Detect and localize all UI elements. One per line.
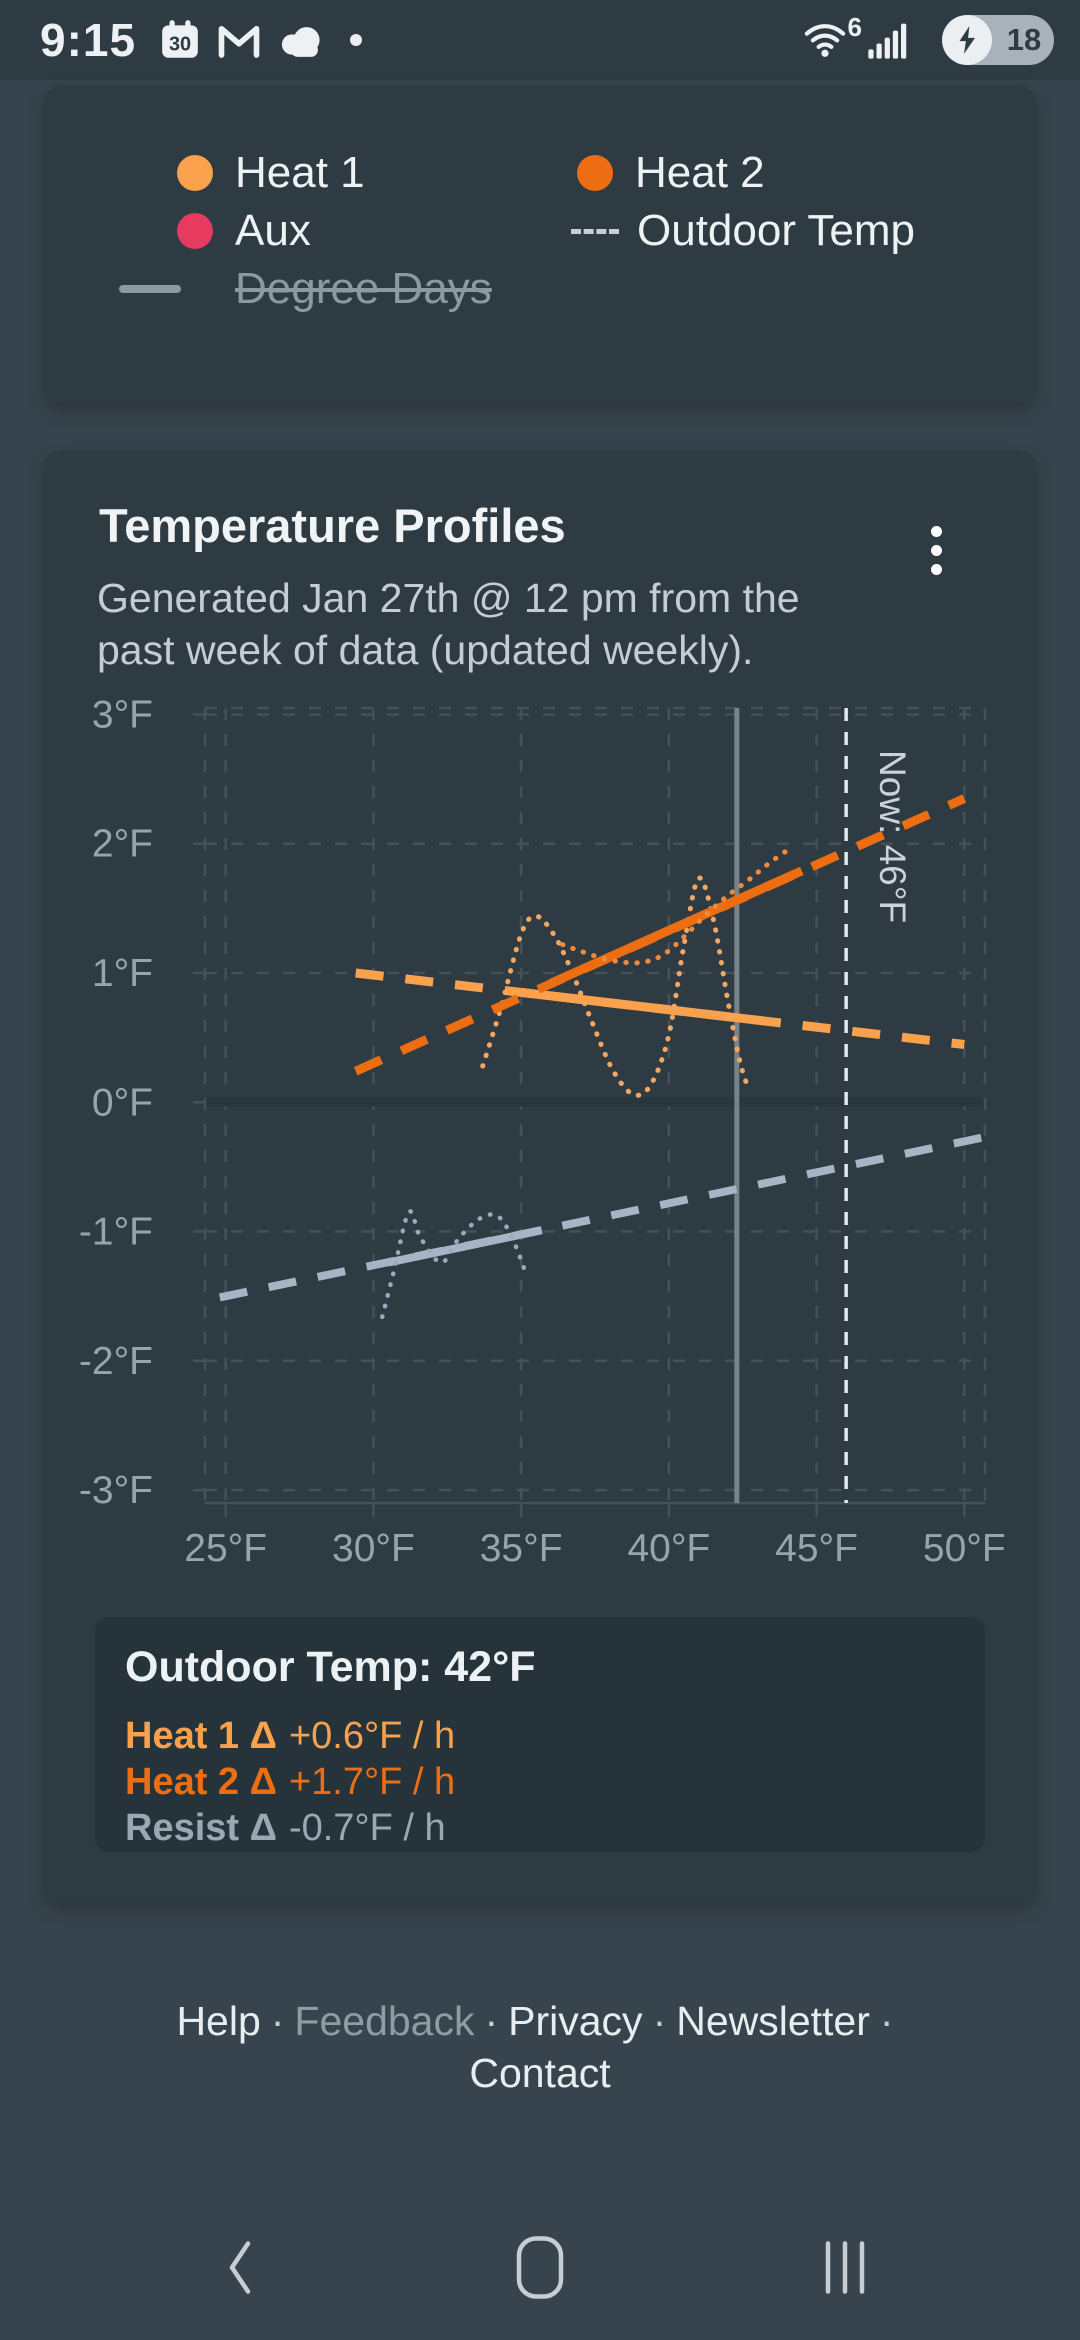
dashed-line-swatch-icon bbox=[571, 228, 619, 234]
heat2-swatch-icon bbox=[577, 155, 613, 191]
wifi-6-icon: 6 bbox=[802, 12, 862, 60]
privacy-link[interactable]: Privacy bbox=[508, 1998, 643, 2044]
weather-cloud-notification-icon bbox=[276, 22, 326, 58]
temperature-profile-chart[interactable]: 25°F 30°F 35°F 40°F 45°F 50°F 3°F 2°F 1°F 0°F -1°F… bbox=[80, 688, 1040, 1600]
svg-text:3°F: 3°F bbox=[92, 693, 153, 736]
battery-charging-indicator: 18 bbox=[942, 15, 1054, 65]
feedback-link[interactable]: Feedback bbox=[294, 1998, 475, 2044]
aux-swatch-icon bbox=[177, 213, 213, 249]
card-title: Temperature Profiles bbox=[99, 499, 566, 552]
android-navigation-bar bbox=[0, 2200, 1080, 2340]
legend-item-degree-days[interactable]: Degree Days bbox=[119, 261, 492, 317]
nav-back-icon[interactable] bbox=[220, 2236, 260, 2305]
resist-delta-row: Resist Δ -0.7°F / h bbox=[125, 1807, 446, 1849]
notification-dot-icon bbox=[350, 34, 363, 46]
gmail-notification-icon bbox=[216, 20, 262, 60]
svg-text:25°F: 25°F bbox=[184, 1527, 267, 1570]
svg-text:-2°F: -2°F bbox=[80, 1340, 153, 1383]
heat2-delta-row: Heat 2 Δ +1.7°F / h bbox=[125, 1761, 456, 1803]
svg-text:30: 30 bbox=[169, 33, 191, 55]
contact-link[interactable]: Contact bbox=[469, 2050, 611, 2096]
nav-home-icon[interactable] bbox=[512, 2234, 568, 2307]
legend-label: Heat 1 bbox=[235, 148, 365, 197]
clock: 9:15 bbox=[40, 14, 137, 66]
svg-text:2°F: 2°F bbox=[92, 823, 153, 866]
heat1-delta-row: Heat 1 Δ +0.6°F / h bbox=[125, 1715, 456, 1757]
temperature-profiles-card: Temperature Profiles Generated Jan 27th … bbox=[43, 450, 1037, 1903]
status-bar: 9:15 30 bbox=[0, 0, 1080, 80]
chart-info-box: Outdoor Temp: 42°F Heat 1 Δ +0.6°F / h He… bbox=[95, 1617, 985, 1852]
help-link[interactable]: Help bbox=[176, 1998, 261, 2044]
heat1-swatch-icon bbox=[177, 155, 213, 191]
legend-item-aux[interactable]: Aux bbox=[177, 203, 311, 259]
svg-text:40°F: 40°F bbox=[627, 1527, 710, 1570]
footer-line-2: Contact bbox=[0, 2047, 1080, 2099]
nav-recents-icon[interactable] bbox=[817, 2236, 873, 2305]
svg-text:50°F: 50°F bbox=[923, 1527, 1006, 1570]
svg-text:-3°F: -3°F bbox=[80, 1469, 153, 1512]
svg-text:-1°F: -1°F bbox=[80, 1211, 153, 1254]
signal-strength-icon bbox=[866, 19, 908, 61]
chart-legend-card: Heat 1 Heat 2 Aux Outdoor Temp Degree Da… bbox=[43, 85, 1037, 403]
legend-label: Aux bbox=[235, 206, 311, 255]
legend-label: Degree Days bbox=[235, 264, 492, 313]
legend-item-heat1[interactable]: Heat 1 bbox=[177, 145, 365, 201]
legend-item-heat2[interactable]: Heat 2 bbox=[577, 145, 765, 201]
footer-line-1: Help · Feedback · Privacy · Newsletter · bbox=[176, 1998, 894, 2044]
svg-text:35°F: 35°F bbox=[480, 1527, 563, 1570]
footer-links: Help · Feedback · Privacy · Newsletter · Contac… bbox=[0, 1995, 1080, 2099]
calendar-notification-icon: 30 bbox=[158, 18, 202, 62]
svg-text:0°F: 0°F bbox=[92, 1081, 153, 1124]
battery-percent: 18 bbox=[1006, 22, 1042, 57]
line-swatch-icon bbox=[119, 285, 181, 293]
charging-bolt-icon bbox=[942, 15, 992, 65]
svg-text:1°F: 1°F bbox=[92, 952, 153, 995]
newsletter-link[interactable]: Newsletter bbox=[676, 1998, 870, 2044]
legend-label: Outdoor Temp bbox=[637, 206, 916, 255]
svg-text:30°F: 30°F bbox=[332, 1527, 415, 1570]
legend-item-outdoor-temp[interactable]: Outdoor Temp bbox=[571, 203, 915, 259]
outdoor-temp-readout: Outdoor Temp: 42°F bbox=[125, 1643, 536, 1691]
kebab-menu-icon[interactable] bbox=[891, 505, 981, 595]
svg-text:45°F: 45°F bbox=[775, 1527, 858, 1570]
card-subtitle: Generated Jan 27th @ 12 pm from the past… bbox=[97, 575, 800, 673]
legend-label: Heat 2 bbox=[635, 148, 765, 197]
